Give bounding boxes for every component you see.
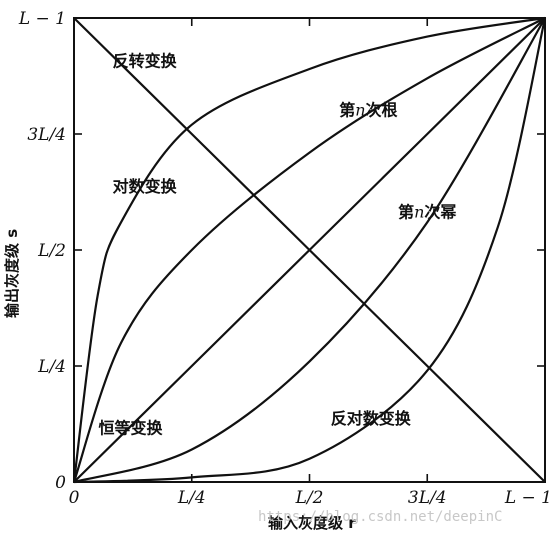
curve-label-3: 第n次幂 [398, 203, 456, 222]
y-tick-label: 3L/4 [27, 125, 66, 145]
x-tick-label: 3L/4 [408, 488, 447, 508]
series-line-1 [72, 16, 546, 483]
curve-label-0: 反转变换 [113, 52, 178, 71]
x-tick-label: 0 [69, 488, 80, 508]
watermark-text: https://blog.csdn.net/deepinC [258, 509, 502, 525]
x-tick-label: L − 1 [504, 488, 552, 508]
y-axis-title: 输出灰度级 s [3, 229, 21, 318]
curves-group [72, 16, 547, 484]
x-tick-label: L/4 [177, 488, 206, 508]
series-line-3 [73, 17, 546, 483]
series-line-5 [73, 17, 547, 484]
curve-label-5: 反对数变换 [331, 409, 412, 428]
series-line-2 [72, 17, 546, 483]
ticks-group: 0 L/4 L/2 3L/4 L − 1 0 L/4 L/2 3L/4 L − 1 [18, 9, 552, 508]
x-tick-label: L/2 [295, 488, 324, 508]
y-tick-label: 0 [55, 473, 66, 493]
curve-label-1: 对数变换 [113, 177, 178, 196]
y-tick-label: L/4 [37, 357, 66, 377]
y-tick-label: L/2 [37, 241, 66, 261]
curve-label-4: 恒等变换 [99, 418, 164, 437]
y-tick-label: L − 1 [18, 9, 66, 29]
x-axis-title: 输入灰度级 r [268, 514, 356, 532]
series-line-4 [73, 17, 546, 484]
curve-label-2: 第n次根 [339, 100, 397, 119]
